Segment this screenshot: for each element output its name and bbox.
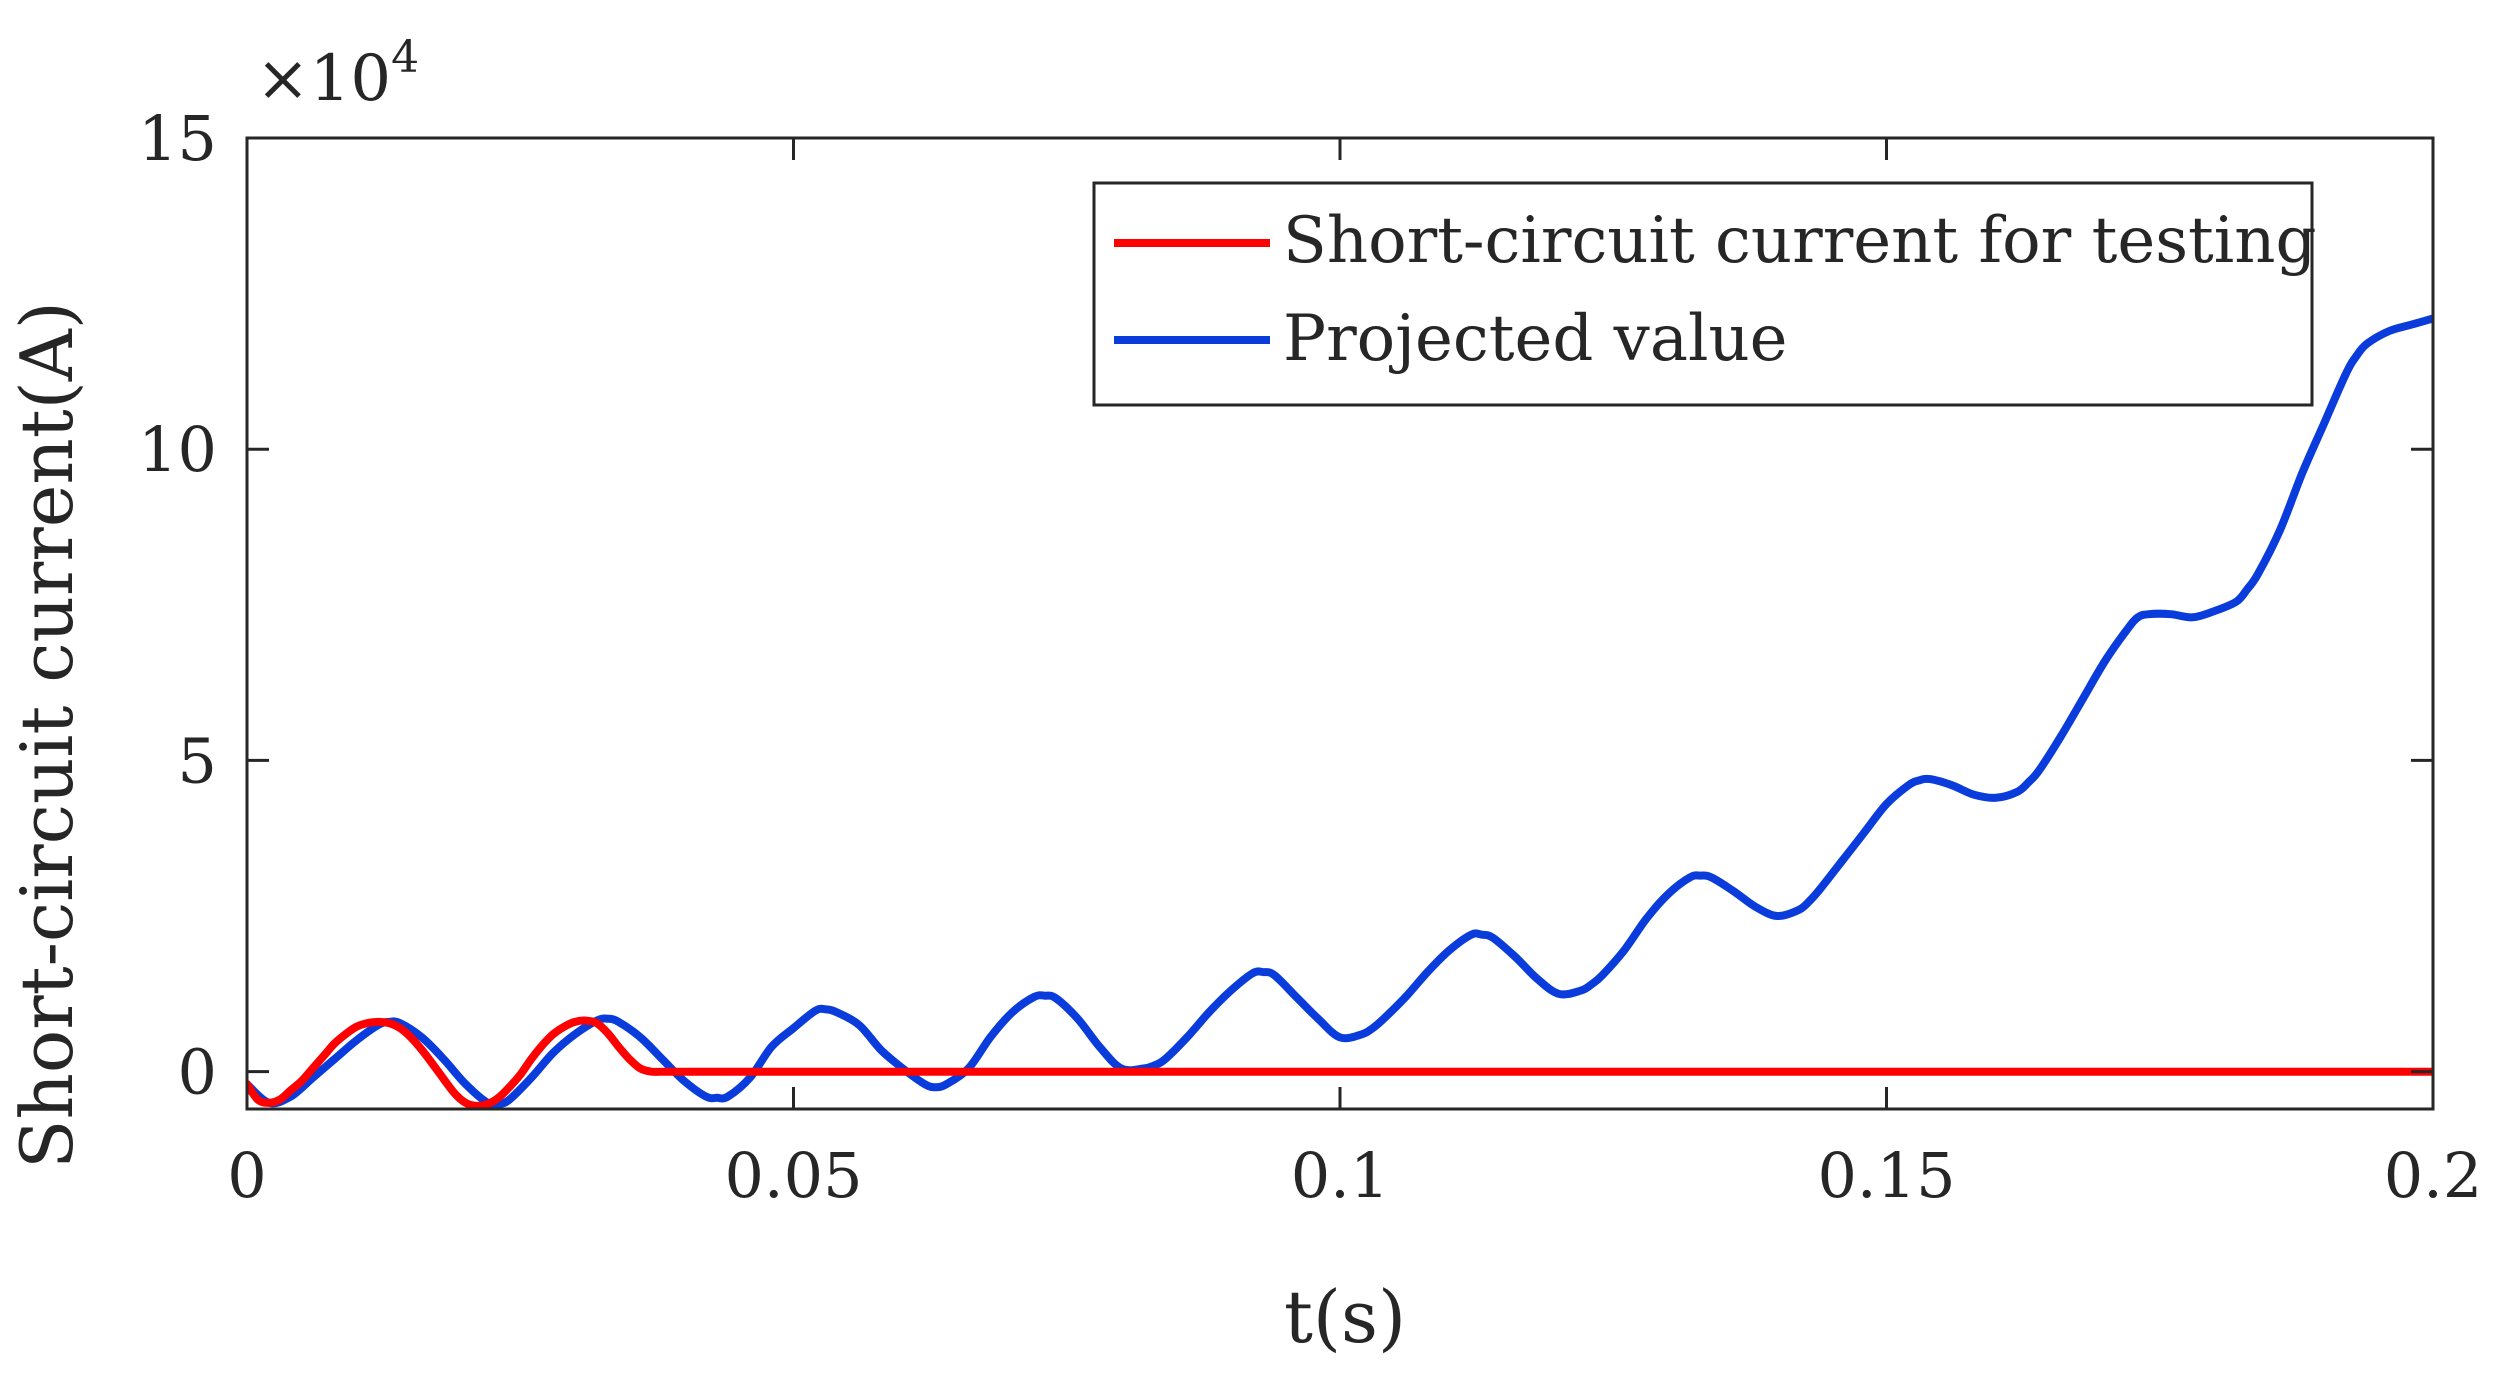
x-axis-label: t(s) (1284, 1275, 1406, 1359)
x-tick-label: 0 (227, 1139, 266, 1212)
y-axis-label: Short-circuit current(A) (5, 301, 89, 1169)
legend-label-projected: Projected value (1283, 302, 1788, 376)
y-tick-label: 10 (138, 413, 217, 486)
series-line-projected (247, 314, 2433, 1109)
legend-label-testing: Short-circuit current for testing (1283, 204, 2316, 278)
y-tick-label: 0 (178, 1036, 217, 1109)
ticks-layer: 0 0.05 0.1 0.15 0.2 0 5 10 15 (138, 102, 2482, 1212)
y-tick-label: 5 (178, 724, 217, 797)
y-multiplier-label: ×104 (256, 32, 419, 116)
x-tick-label: 0.05 (724, 1139, 862, 1212)
legend: Short-circuit current for testing Projec… (1092, 181, 2316, 407)
y-tick-label: 15 (138, 102, 217, 175)
x-tick-label: 0.1 (1291, 1139, 1390, 1212)
series-line-testing (247, 1016, 2433, 1109)
y-multiplier-base: ×10 (256, 42, 391, 116)
series-layer (247, 314, 2433, 1109)
x-tick-label: 0.15 (1817, 1139, 1955, 1212)
x-tick-label: 0.2 (2384, 1139, 2483, 1212)
y-multiplier-exponent: 4 (391, 32, 419, 83)
legend-box (1092, 181, 2314, 407)
